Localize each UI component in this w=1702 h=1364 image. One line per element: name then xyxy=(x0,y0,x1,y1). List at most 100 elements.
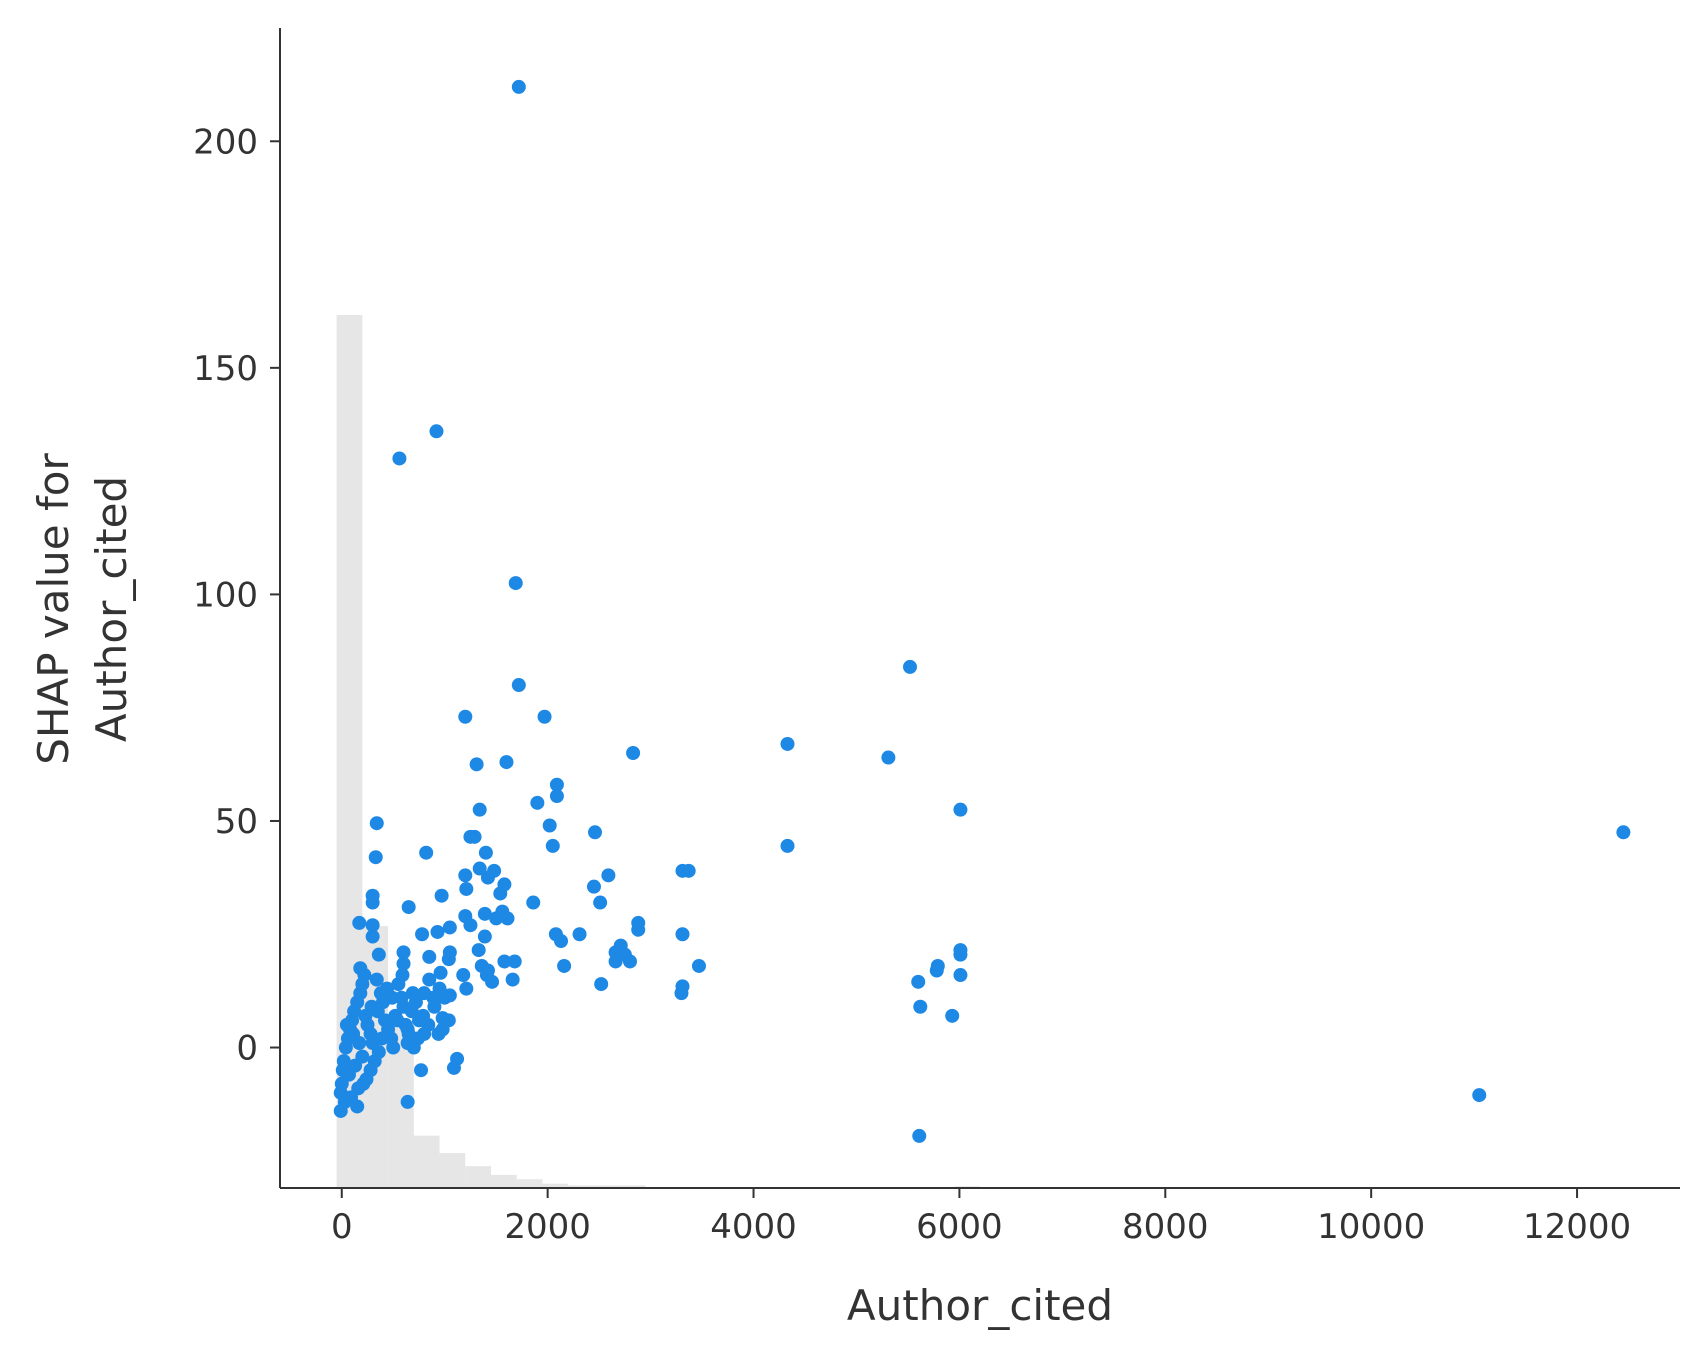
data-point xyxy=(355,1049,370,1064)
data-point xyxy=(400,1022,415,1037)
histogram-bar xyxy=(593,1185,620,1188)
points-layer xyxy=(333,79,1631,1143)
histogram-layer xyxy=(336,315,980,1188)
data-point xyxy=(364,999,379,1014)
data-point xyxy=(365,918,380,933)
data-point xyxy=(442,920,457,935)
data-point xyxy=(623,954,637,969)
data-point xyxy=(371,1045,386,1060)
data-point xyxy=(477,929,492,944)
x-tick-label: 10000 xyxy=(1317,1207,1425,1247)
data-point xyxy=(426,990,441,1005)
data-point xyxy=(396,945,411,960)
data-point xyxy=(392,451,407,466)
y-ticks: 0 50 100 150 200 xyxy=(193,122,280,1069)
data-point xyxy=(385,990,400,1005)
y-tick-label: 0 xyxy=(236,1029,258,1069)
data-point xyxy=(431,1026,446,1041)
data-point xyxy=(478,845,493,860)
data-point xyxy=(471,943,486,958)
histogram-bar xyxy=(542,1183,569,1188)
data-point xyxy=(472,802,487,817)
data-point xyxy=(469,757,484,772)
data-point xyxy=(526,895,541,910)
axes-layer xyxy=(279,28,1680,1189)
data-point xyxy=(911,974,926,989)
data-point xyxy=(780,838,795,853)
data-point xyxy=(588,825,602,840)
data-point xyxy=(601,868,616,883)
data-point xyxy=(542,818,557,833)
data-point xyxy=(691,958,706,973)
data-point xyxy=(422,949,437,964)
data-point xyxy=(608,954,623,969)
data-point xyxy=(446,1060,461,1075)
data-point xyxy=(1616,825,1631,840)
data-point xyxy=(463,918,478,933)
data-point xyxy=(557,958,572,973)
data-point xyxy=(953,947,968,962)
x-tick-label: 2000 xyxy=(504,1207,591,1247)
data-point xyxy=(368,850,383,865)
y-axis-title-line-2: Author_cited xyxy=(87,476,136,742)
histogram-bar xyxy=(568,1185,594,1188)
data-point xyxy=(430,924,445,939)
data-point xyxy=(437,990,452,1005)
data-point xyxy=(903,659,917,674)
y-tick-label: 100 xyxy=(193,575,258,615)
data-point xyxy=(421,1017,436,1032)
data-point xyxy=(500,911,515,926)
histogram-bar xyxy=(439,1153,466,1188)
data-point xyxy=(369,816,384,831)
data-point xyxy=(929,963,944,978)
data-point xyxy=(405,986,420,1001)
histogram-bar xyxy=(491,1174,517,1188)
data-point xyxy=(913,999,928,1014)
data-point xyxy=(586,879,601,894)
data-point xyxy=(458,868,473,883)
y-axis-title-line-1: SHAP value for xyxy=(29,453,78,765)
x-tick-label: 4000 xyxy=(710,1207,797,1247)
data-point xyxy=(497,954,512,969)
data-point xyxy=(386,1040,401,1055)
data-point xyxy=(881,750,896,765)
data-point xyxy=(507,954,522,969)
x-tick-label: 12000 xyxy=(1523,1207,1631,1247)
data-point xyxy=(459,981,474,996)
data-point xyxy=(508,576,523,591)
histogram-bar xyxy=(619,1185,646,1188)
data-point xyxy=(530,795,545,810)
y-tick-label: 200 xyxy=(193,122,258,162)
y-tick-label: 50 xyxy=(215,802,258,842)
data-point xyxy=(953,968,968,983)
x-tick-label: 0 xyxy=(331,1207,353,1247)
data-point xyxy=(537,709,552,724)
data-point xyxy=(631,922,646,937)
data-point xyxy=(549,789,564,804)
data-point xyxy=(593,895,608,910)
data-point xyxy=(549,777,564,792)
data-point xyxy=(419,845,434,860)
data-point xyxy=(545,838,560,853)
data-point xyxy=(401,900,416,915)
data-point xyxy=(675,927,690,942)
y-tick-label: 150 xyxy=(193,349,258,389)
data-point xyxy=(365,929,380,944)
data-point xyxy=(441,952,456,967)
data-point xyxy=(485,974,500,989)
data-point xyxy=(674,986,689,1001)
data-point xyxy=(352,1036,367,1050)
data-point xyxy=(350,1099,365,1114)
data-point xyxy=(434,888,449,903)
data-point xyxy=(369,972,384,987)
x-tick-label: 6000 xyxy=(916,1207,1003,1247)
data-point xyxy=(429,424,444,439)
data-point xyxy=(489,911,504,926)
data-point xyxy=(459,881,474,896)
data-point xyxy=(681,863,696,878)
data-point xyxy=(945,1008,960,1023)
data-point xyxy=(365,895,380,910)
data-point xyxy=(467,829,482,844)
x-tick-label: 8000 xyxy=(1122,1207,1209,1247)
histogram-bar xyxy=(413,1135,440,1188)
